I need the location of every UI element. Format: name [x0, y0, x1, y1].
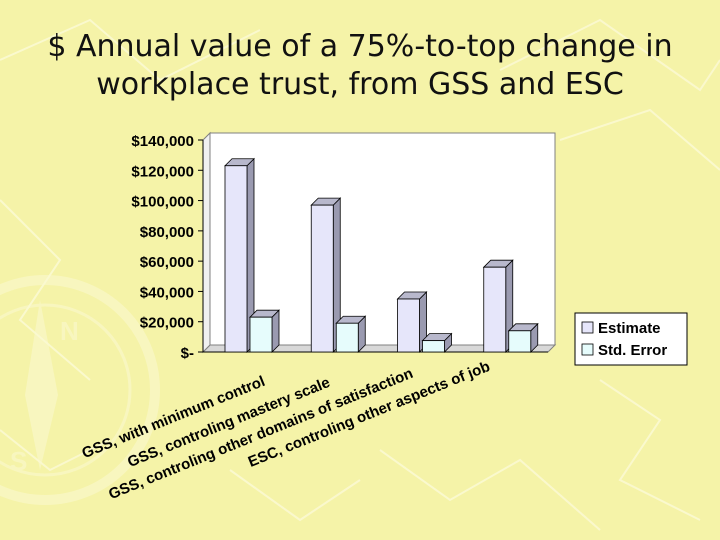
y-tick-label: $60,000: [140, 254, 194, 271]
bar: [421, 332, 453, 353]
y-tick-label: $-: [181, 345, 194, 362]
legend-label: Estimate: [598, 320, 661, 337]
slide-title: $ Annual value of a 75%-to-top change in…: [20, 28, 700, 104]
bar-front: [483, 266, 507, 353]
bar: [249, 309, 280, 353]
y-tick-label: $40,000: [140, 284, 194, 301]
y-tick-label: $80,000: [140, 224, 194, 241]
legend-label: Std. Error: [598, 342, 667, 359]
slide-title-line-1: $ Annual value of a 75%-to-top change in: [47, 29, 673, 64]
bar-front: [422, 340, 445, 353]
bar-front: [508, 330, 532, 353]
slide-title-line-2: workplace trust, from GSS and ESC: [96, 67, 624, 102]
y-tick-label: $120,000: [131, 163, 194, 180]
bars: [224, 157, 539, 353]
legend-swatch: [581, 321, 594, 334]
bar: [507, 322, 539, 353]
plot-side-wall: [202, 131, 211, 354]
legend-swatch: [581, 343, 594, 356]
y-tick-label: $100,000: [131, 194, 194, 211]
compass-watermark: N S: [0, 275, 160, 505]
bar: [335, 315, 367, 353]
legend: Estimate Std. Error: [574, 312, 688, 366]
bar: [310, 197, 342, 353]
bar-front: [397, 298, 420, 353]
bar: [224, 157, 255, 353]
bar-front: [249, 316, 273, 353]
legend-box: [574, 312, 688, 366]
y-tick-label: $20,000: [140, 315, 194, 332]
svg-text:S: S: [10, 446, 27, 476]
svg-text:N: N: [60, 316, 79, 346]
bar-front: [335, 322, 359, 353]
bar-front: [310, 204, 334, 353]
x-category-label: ESC, controling other aspects of job: [246, 358, 493, 471]
bar: [396, 291, 428, 353]
y-tick-label: $140,000: [131, 133, 194, 150]
bar-front: [224, 165, 248, 353]
